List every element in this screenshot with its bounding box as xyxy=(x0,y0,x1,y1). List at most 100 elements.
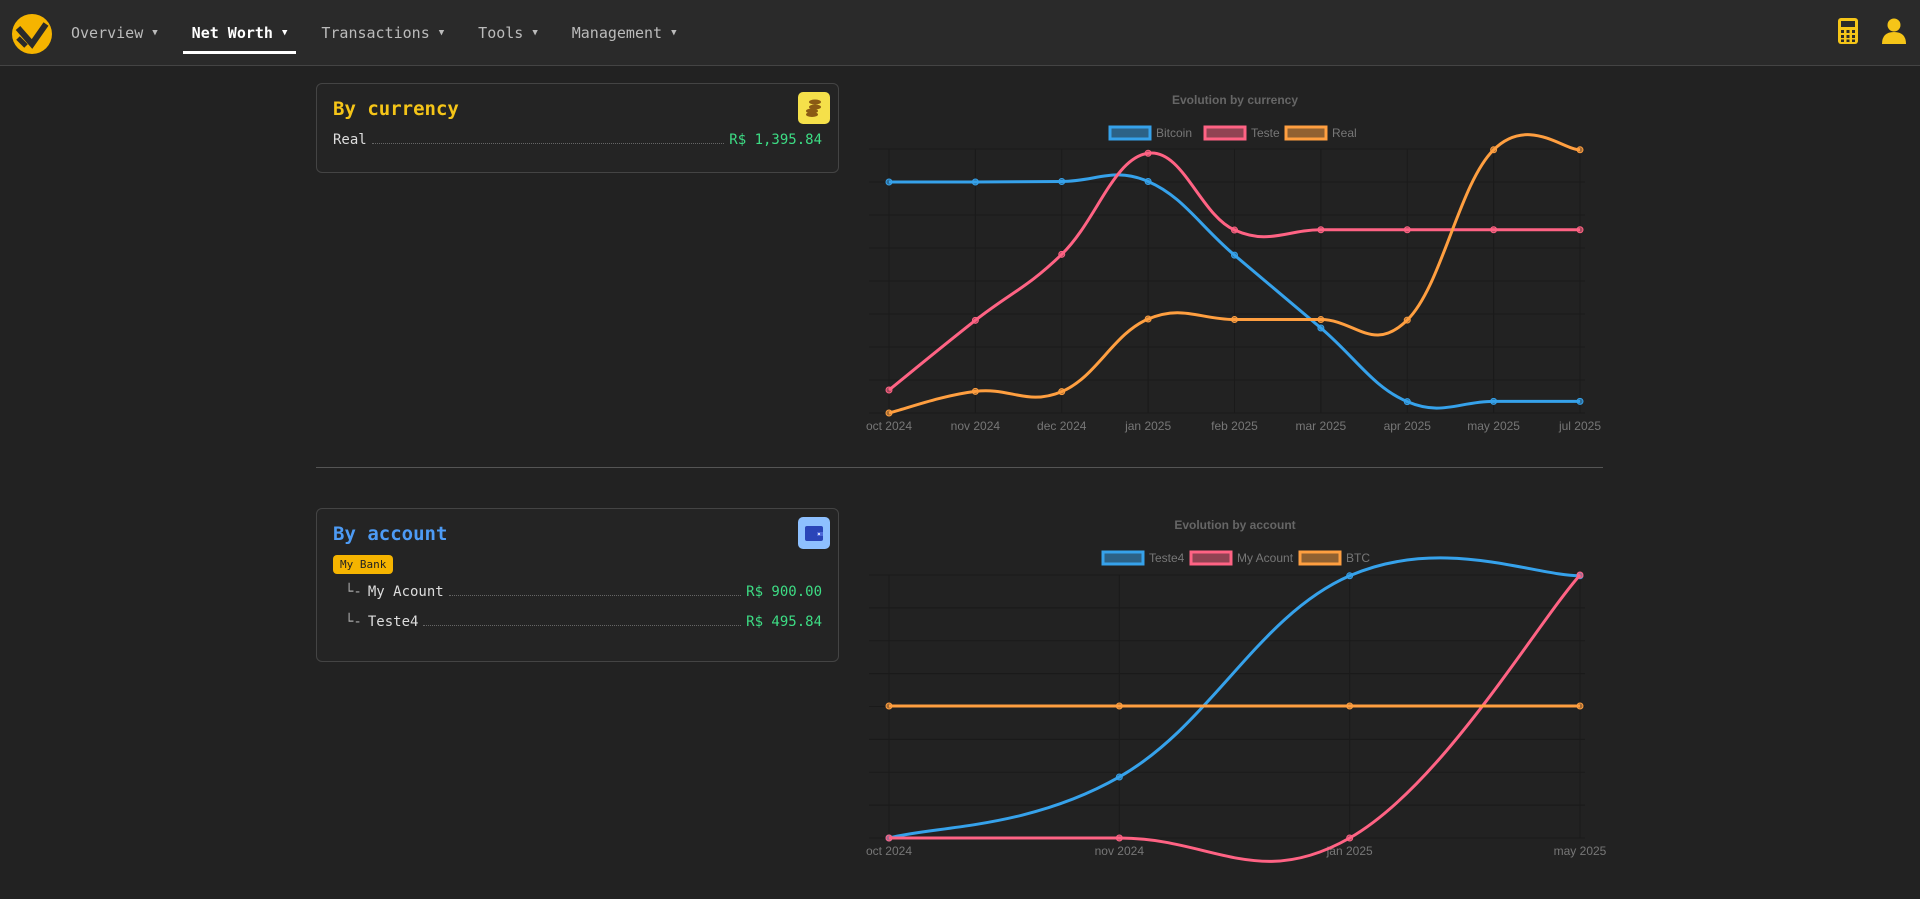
nav-label: Net Worth xyxy=(191,24,273,42)
x-tick-label: jan 2025 xyxy=(1326,844,1373,858)
data-point[interactable] xyxy=(1058,388,1066,396)
by-currency-title: By currency xyxy=(333,98,459,120)
data-point[interactable] xyxy=(885,178,893,186)
user-icon[interactable] xyxy=(1882,18,1906,44)
account-evolution-chart: oct 2024 nov 2024 jan 2025 may 2025 Evolutio… xyxy=(866,518,1607,863)
data-point[interactable] xyxy=(971,316,979,324)
legend-swatch[interactable] xyxy=(1108,125,1152,141)
x-tick-label: feb 2025 xyxy=(1211,419,1258,433)
data-point[interactable] xyxy=(1144,177,1152,185)
data-point[interactable] xyxy=(1058,177,1066,185)
x-tick-label: may 2025 xyxy=(1554,844,1607,858)
by-currency-card: By currency Real R$ 1,395.84 xyxy=(316,83,839,173)
currency-evolution-chart: oct 2024 nov 2024 dec 2024 jan 2025 feb 2025… xyxy=(866,93,1601,433)
series-line-my-acount xyxy=(888,574,1582,863)
legend-swatch[interactable] xyxy=(1298,550,1342,566)
legend-label[interactable]: Bitcoin xyxy=(1156,126,1192,140)
nav-tools[interactable]: Tools ▼ xyxy=(469,0,547,66)
data-point[interactable] xyxy=(1576,146,1584,154)
account-row: └- Teste4 R$ 495.84 xyxy=(345,614,822,630)
data-point[interactable] xyxy=(1231,316,1238,324)
x-tick-label: nov 2024 xyxy=(951,419,1001,433)
chart-title: Evolution by currency xyxy=(1172,93,1298,107)
nav-label: Transactions xyxy=(321,24,430,42)
data-point[interactable] xyxy=(971,387,979,395)
currency-value: R$ 1,395.84 xyxy=(729,132,822,148)
data-point[interactable] xyxy=(1403,316,1411,324)
calculator-icon[interactable] xyxy=(1838,18,1858,44)
x-tick-label: dec 2024 xyxy=(1037,419,1087,433)
x-tick-label: nov 2024 xyxy=(1095,844,1145,858)
nav-management[interactable]: Management ▼ xyxy=(563,0,686,66)
data-point[interactable] xyxy=(1346,572,1354,580)
x-tick-label: mar 2025 xyxy=(1296,419,1347,433)
nav-label: Overview xyxy=(71,24,144,42)
legend-label[interactable]: Real xyxy=(1332,126,1357,140)
data-point[interactable] xyxy=(1317,226,1325,234)
data-point[interactable] xyxy=(1058,250,1066,258)
bank-badge[interactable]: My Bank xyxy=(333,555,394,574)
chart-title: Evolution by account xyxy=(1174,518,1295,532)
nav-transactions[interactable]: Transactions ▼ xyxy=(312,0,453,66)
x-tick-label: oct 2024 xyxy=(866,419,912,433)
data-point[interactable] xyxy=(1346,702,1354,710)
data-point[interactable] xyxy=(1115,834,1123,842)
data-point[interactable] xyxy=(1346,834,1354,842)
series-line-teste4 xyxy=(888,556,1581,840)
data-point[interactable] xyxy=(885,386,893,394)
caret-down-icon: ▼ xyxy=(281,28,288,38)
data-point[interactable] xyxy=(885,834,893,842)
data-point[interactable] xyxy=(1576,397,1584,405)
data-point[interactable] xyxy=(1490,226,1498,234)
data-point[interactable] xyxy=(1490,146,1498,154)
data-point[interactable] xyxy=(971,178,979,186)
app-logo-icon[interactable] xyxy=(12,14,52,54)
x-tick-label: may 2025 xyxy=(1467,419,1520,433)
data-point[interactable] xyxy=(885,702,893,710)
nav-label: Management xyxy=(571,24,663,42)
data-point[interactable] xyxy=(1144,149,1152,157)
data-point[interactable] xyxy=(1115,702,1123,710)
data-point[interactable] xyxy=(1231,226,1238,234)
x-tick-label: oct 2024 xyxy=(866,844,912,858)
data-point[interactable] xyxy=(1576,702,1584,710)
data-point[interactable] xyxy=(1490,397,1498,405)
section-divider xyxy=(316,467,1603,468)
currency-row: Real R$ 1,395.84 xyxy=(333,132,822,148)
currency-name: Real xyxy=(333,132,367,148)
data-point[interactable] xyxy=(1317,316,1325,324)
data-point[interactable] xyxy=(1576,571,1584,579)
legend-label[interactable]: My Acount xyxy=(1237,551,1294,565)
legend-label[interactable]: Teste xyxy=(1251,126,1280,140)
coins-icon xyxy=(798,92,830,124)
nav-overview[interactable]: Overview ▼ xyxy=(62,0,167,66)
legend-label[interactable]: Teste4 xyxy=(1149,551,1185,565)
navbar: Overview ▼ Net Worth ▼ Transactions ▼ Tools ▼ Ma… xyxy=(0,0,1920,66)
data-point[interactable] xyxy=(1231,251,1238,259)
caret-down-icon: ▼ xyxy=(438,28,445,38)
account-name: My Acount xyxy=(367,584,444,600)
by-account-title: By account xyxy=(333,523,448,545)
data-point[interactable] xyxy=(1115,773,1123,781)
caret-down-icon: ▼ xyxy=(671,28,677,38)
data-point[interactable] xyxy=(1144,315,1152,323)
caret-down-icon: ▼ xyxy=(532,28,538,38)
legend-label[interactable]: BTC xyxy=(1346,551,1370,565)
account-row: └- My Acount R$ 900.00 xyxy=(345,584,822,600)
legend-swatch[interactable] xyxy=(1189,550,1233,566)
account-value: R$ 900.00 xyxy=(746,584,822,600)
account-value: R$ 495.84 xyxy=(746,614,822,630)
series-line-teste xyxy=(888,151,1580,392)
data-point[interactable] xyxy=(1403,398,1411,406)
series-line-real xyxy=(888,133,1581,415)
data-point[interactable] xyxy=(885,409,893,417)
nav-net-worth[interactable]: Net Worth ▼ xyxy=(182,0,297,66)
account-name: Teste4 xyxy=(367,614,419,630)
legend-swatch[interactable] xyxy=(1203,125,1247,141)
data-point[interactable] xyxy=(1403,226,1411,234)
legend-swatch[interactable] xyxy=(1101,550,1145,566)
data-point[interactable] xyxy=(1576,226,1584,234)
legend-swatch[interactable] xyxy=(1284,125,1328,141)
data-point[interactable] xyxy=(1317,324,1325,332)
x-tick-label: apr 2025 xyxy=(1384,419,1432,433)
